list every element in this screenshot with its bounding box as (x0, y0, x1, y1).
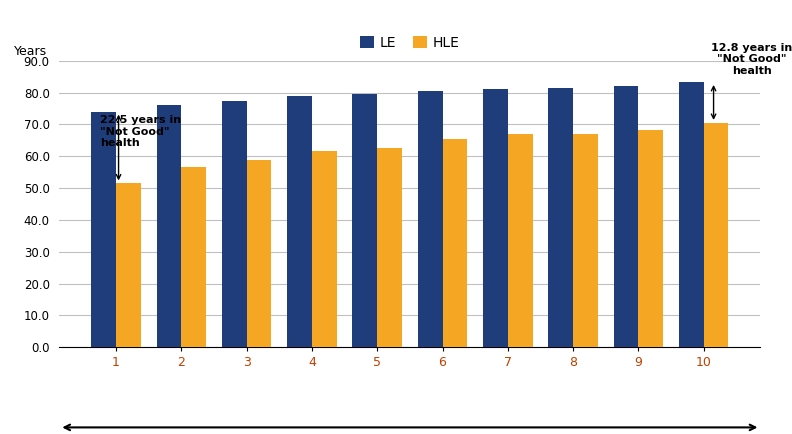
Bar (573, 134, 598, 347)
Bar (443, 139, 467, 347)
Bar (181, 167, 206, 347)
Text: 12.8 years in
"Not Good"
health: 12.8 years in "Not Good" health (711, 43, 792, 76)
Bar (157, 105, 181, 347)
Bar (508, 134, 532, 347)
Bar (287, 96, 312, 347)
Bar (483, 89, 508, 347)
Bar (417, 91, 443, 347)
Bar (614, 86, 638, 347)
Bar (638, 130, 663, 347)
Text: 22.5 years in
"Not Good"
health: 22.5 years in "Not Good" health (101, 115, 181, 148)
Bar (222, 101, 246, 347)
Bar (312, 151, 337, 347)
Text: Years: Years (13, 45, 47, 58)
Bar (116, 183, 141, 347)
Bar (246, 160, 272, 347)
Bar (679, 82, 703, 347)
Legend: LE, HLE: LE, HLE (355, 30, 465, 56)
Bar (548, 88, 573, 347)
Bar (352, 94, 377, 347)
Bar (377, 148, 402, 347)
Bar (91, 112, 116, 347)
Bar (703, 123, 729, 347)
